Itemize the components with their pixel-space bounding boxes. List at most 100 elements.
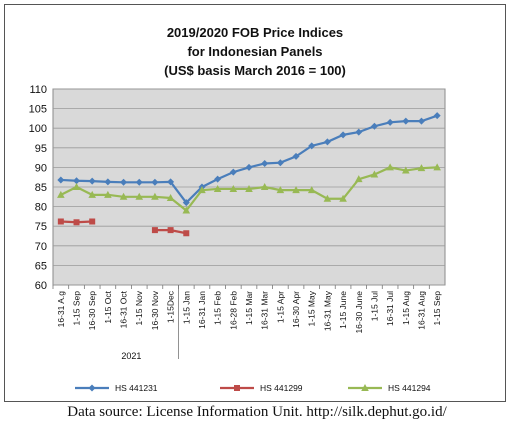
x-tick-label: 16-30 June	[354, 291, 364, 334]
data-point	[73, 219, 80, 226]
gridlines	[53, 88, 445, 286]
x-tick-label: 16-31 A.g	[56, 291, 66, 328]
y-tick-label: 90	[35, 162, 47, 174]
data-point	[151, 227, 158, 234]
data-point	[151, 192, 159, 200]
y-tick-label: 110	[29, 84, 47, 96]
data-point	[166, 193, 175, 201]
data-point	[339, 194, 347, 202]
data-point	[135, 178, 143, 186]
x-tick-label: 16-31 Aug	[416, 291, 426, 330]
x-tick-label: 1-15 Jul	[369, 291, 379, 321]
data-point	[354, 175, 363, 183]
data-point	[292, 186, 300, 194]
data-point	[245, 184, 253, 192]
data-point	[72, 183, 81, 190]
data-point	[120, 178, 128, 186]
data-point	[386, 118, 394, 126]
y-tick-label: 100	[29, 123, 47, 135]
data-point	[119, 192, 128, 200]
legend: HS 441231 HS 441299 HS 441294	[75, 383, 431, 393]
y-tick-label: 105	[29, 104, 47, 116]
x-tick-label: 1-15 Mar	[244, 291, 254, 325]
data-point	[234, 385, 240, 391]
data-point	[323, 138, 331, 146]
data-point	[183, 230, 190, 237]
data-point	[276, 159, 284, 167]
x-tick-label: 16-31 Oct	[119, 290, 129, 328]
legend-label: HS 441231	[115, 383, 158, 393]
x-axis: 16-31 A.g 1-15 Sep 16-30 Sep 1-15 Oct 16-31 …	[52, 285, 442, 361]
data-point	[88, 177, 96, 185]
data-point	[104, 178, 112, 186]
series-hs-441299	[57, 218, 190, 237]
x-tick-label: 1-15 Nov	[134, 290, 144, 325]
data-point	[370, 170, 379, 178]
data-point	[417, 164, 426, 172]
x-tick-label: 16-31 Jan	[197, 291, 207, 329]
data-point	[229, 184, 238, 192]
x-tick-label: 1-15 May	[307, 290, 317, 326]
data-point	[417, 117, 425, 125]
data-point	[182, 199, 190, 207]
legend-label: HS 441294	[388, 383, 431, 393]
data-point	[307, 186, 316, 194]
x-tick-label: 16-30 Apr	[291, 291, 301, 328]
data-point	[135, 192, 144, 200]
data-point	[214, 175, 222, 183]
data-point	[261, 159, 269, 167]
x-tick-label: 16-30 Nov	[150, 290, 160, 330]
legend-label: HS 441299	[260, 383, 303, 393]
y-tick-label: 65	[35, 260, 47, 272]
chart: 2019/2020 FOB Price Indices for Indonesia…	[29, 25, 446, 393]
x-tick-label: 16-30 Sep	[87, 291, 97, 330]
data-point	[355, 128, 363, 136]
data-point	[167, 178, 175, 186]
x-tick-label: 1-15 Jan	[181, 291, 191, 324]
data-point	[213, 184, 222, 192]
data-point	[229, 168, 237, 176]
data-point	[402, 166, 410, 174]
data-point	[104, 190, 112, 198]
data-source-note: Data source: License Information Unit. h…	[67, 404, 447, 420]
data-point	[433, 112, 441, 120]
data-point	[276, 186, 285, 194]
y-tick-label: 85	[35, 182, 47, 194]
chart-frame: 2019/2020 FOB Price Indices for Indonesia…	[4, 4, 506, 402]
data-point	[245, 163, 253, 171]
data-point	[89, 218, 96, 225]
x-tick-label: 1-15 Aug	[401, 291, 411, 325]
data-point	[292, 152, 300, 160]
x-tick-label: 1-15 Oct	[103, 290, 113, 323]
data-point	[73, 177, 81, 185]
data-point	[361, 384, 369, 391]
data-point	[151, 178, 159, 186]
x-tick-label: 16-28 Feb	[228, 291, 238, 330]
x-tick-label: 1-15 Feb	[213, 291, 223, 325]
data-point	[323, 194, 332, 202]
data-point	[308, 142, 316, 150]
x-tick-label: 1-15 Sep	[72, 291, 82, 326]
data-point	[182, 206, 191, 214]
x-tick-label: 1-15 Apr	[275, 291, 285, 323]
data-point	[198, 186, 206, 194]
data-point	[57, 190, 65, 198]
y-axis: 60 65 70 75 80 85 90 95 100 105 110	[29, 84, 47, 292]
data-point	[57, 218, 64, 225]
data-point	[88, 384, 96, 392]
y-tick-label: 75	[35, 221, 47, 233]
data-point	[167, 227, 174, 234]
series-group	[57, 112, 441, 237]
y-tick-label: 80	[35, 202, 47, 214]
series-hs-441231	[57, 112, 441, 207]
y-tick-label: 60	[35, 280, 47, 292]
x-tick-label: 16-31 May	[322, 290, 332, 331]
data-point	[402, 117, 410, 125]
data-point	[88, 190, 96, 198]
data-point	[433, 163, 441, 171]
year-group-label: 2021	[121, 351, 141, 361]
chart-title-line: (US$ basis March 2016 = 100)	[164, 63, 346, 78]
data-point	[370, 122, 378, 130]
data-point	[386, 163, 394, 171]
chart-title-group: 2019/2020 FOB Price Indices for Indonesia…	[164, 25, 346, 78]
